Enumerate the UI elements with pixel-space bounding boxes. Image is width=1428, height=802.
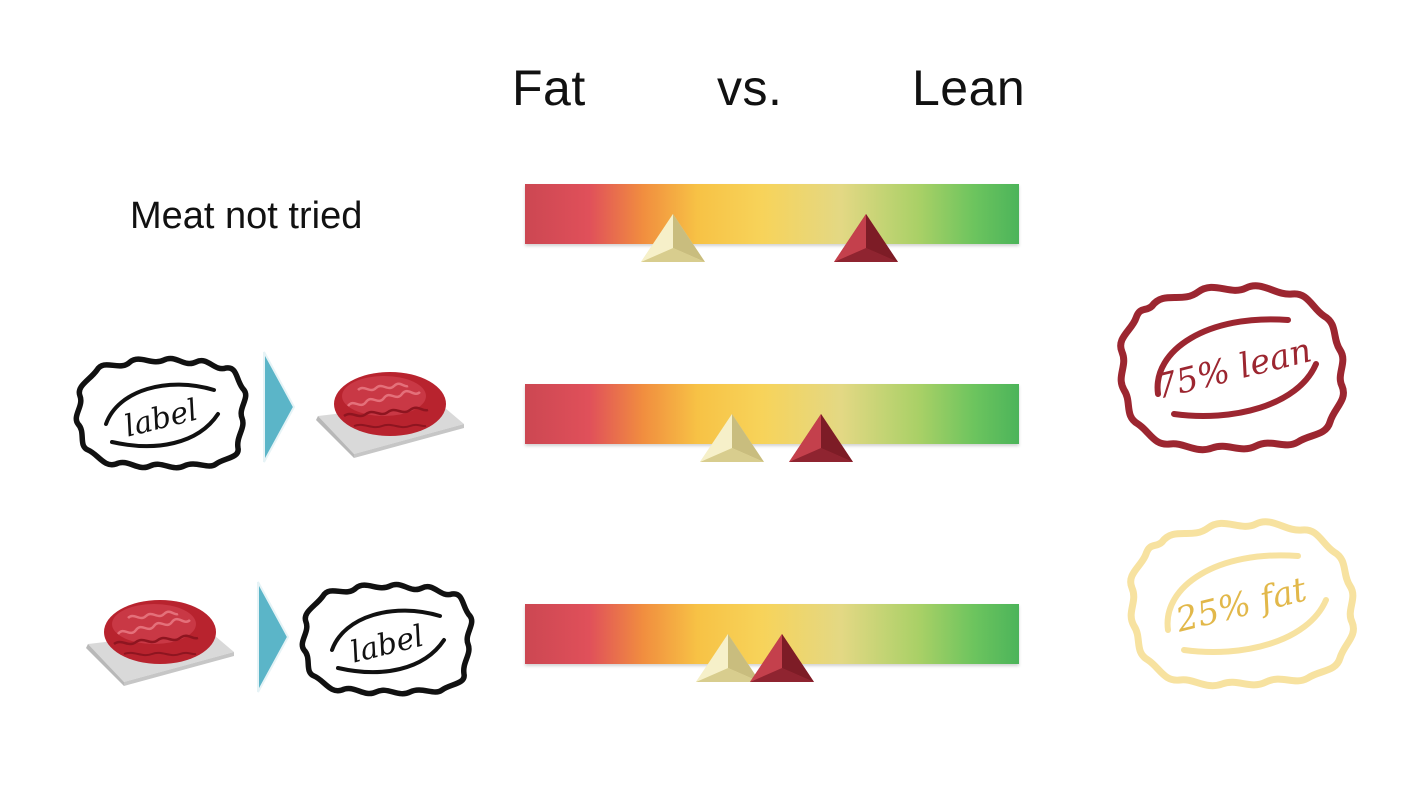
- lean-stamp-icon: 75% lean: [1117, 282, 1347, 454]
- fat-lean-scale-bar: [525, 384, 1019, 444]
- light-marker-triangle: [700, 414, 765, 462]
- light-marker-triangle: [641, 214, 706, 262]
- dark-marker-triangle: [833, 214, 898, 262]
- label-tag-icon: label: [73, 355, 249, 471]
- header-lean: Lean: [912, 60, 1026, 116]
- ground-meat-icon: [86, 600, 234, 686]
- ground-meat-icon: [316, 372, 464, 458]
- arrow-right-icon: [257, 581, 290, 693]
- label-tag-icon: label: [299, 581, 475, 697]
- header-fat: Fat: [512, 60, 586, 116]
- fat-stamp-icon: 25% fat: [1127, 518, 1357, 690]
- dark-marker-triangle: [789, 414, 854, 462]
- row-label-meat-not-tried: Meat not tried: [130, 195, 363, 237]
- arrow-right-icon: [263, 351, 296, 463]
- header-vs: vs.: [717, 60, 783, 116]
- light-marker-triangle: [695, 634, 760, 682]
- dark-marker-triangle: [749, 634, 814, 682]
- fat-lean-scale-bar: [525, 184, 1019, 244]
